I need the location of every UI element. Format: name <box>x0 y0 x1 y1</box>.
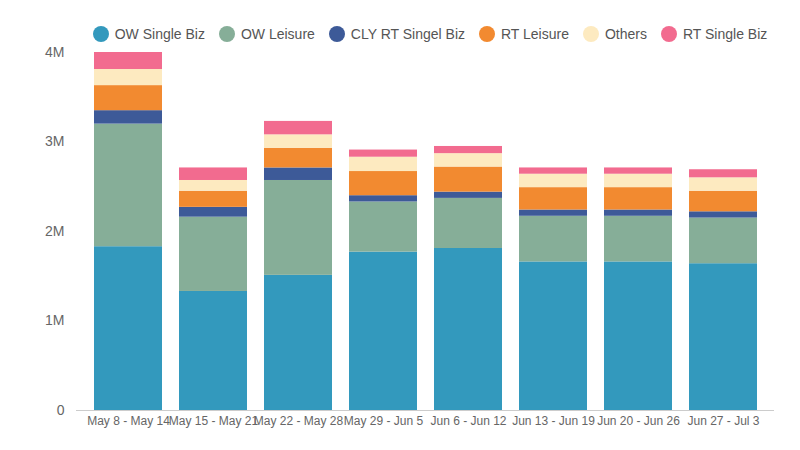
svg-text:Jun 6 - Jun 12: Jun 6 - Jun 12 <box>430 414 506 428</box>
svg-text:1M: 1M <box>45 312 64 328</box>
svg-text:Jun 27 - Jul 3: Jun 27 - Jul 3 <box>687 414 759 428</box>
svg-text:May 29 - Jun 5: May 29 - Jun 5 <box>344 414 424 428</box>
html-text:RT Single Biz: RT Single Biz <box>683 26 768 42</box>
html-text:OW Single Biz: OW Single Biz <box>114 26 205 42</box>
svg-text:Jun 20 - Jun 26: Jun 20 - Jun 26 <box>597 414 680 428</box>
svg-text:0: 0 <box>57 402 65 418</box>
html-text:CLY RT Singel Biz: CLY RT Singel Biz <box>350 26 465 42</box>
svg-text:3M: 3M <box>45 133 64 149</box>
svg-text:2M: 2M <box>45 223 64 239</box>
svg-text:Jun 13 - Jun 19: Jun 13 - Jun 19 <box>512 414 595 428</box>
svg-text:4M: 4M <box>45 46 64 60</box>
html-text:RT Leisure: RT Leisure <box>501 26 569 42</box>
svg-text:May 8 - May 14: May 8 - May 14 <box>87 414 170 428</box>
svg-text:May 22 - May 28: May 22 - May 28 <box>254 414 344 428</box>
html-text:Others: Others <box>605 26 647 42</box>
svg-text:May 15 - May 21: May 15 - May 21 <box>169 414 259 428</box>
html-text:OW Leisure: OW Leisure <box>240 26 315 42</box>
